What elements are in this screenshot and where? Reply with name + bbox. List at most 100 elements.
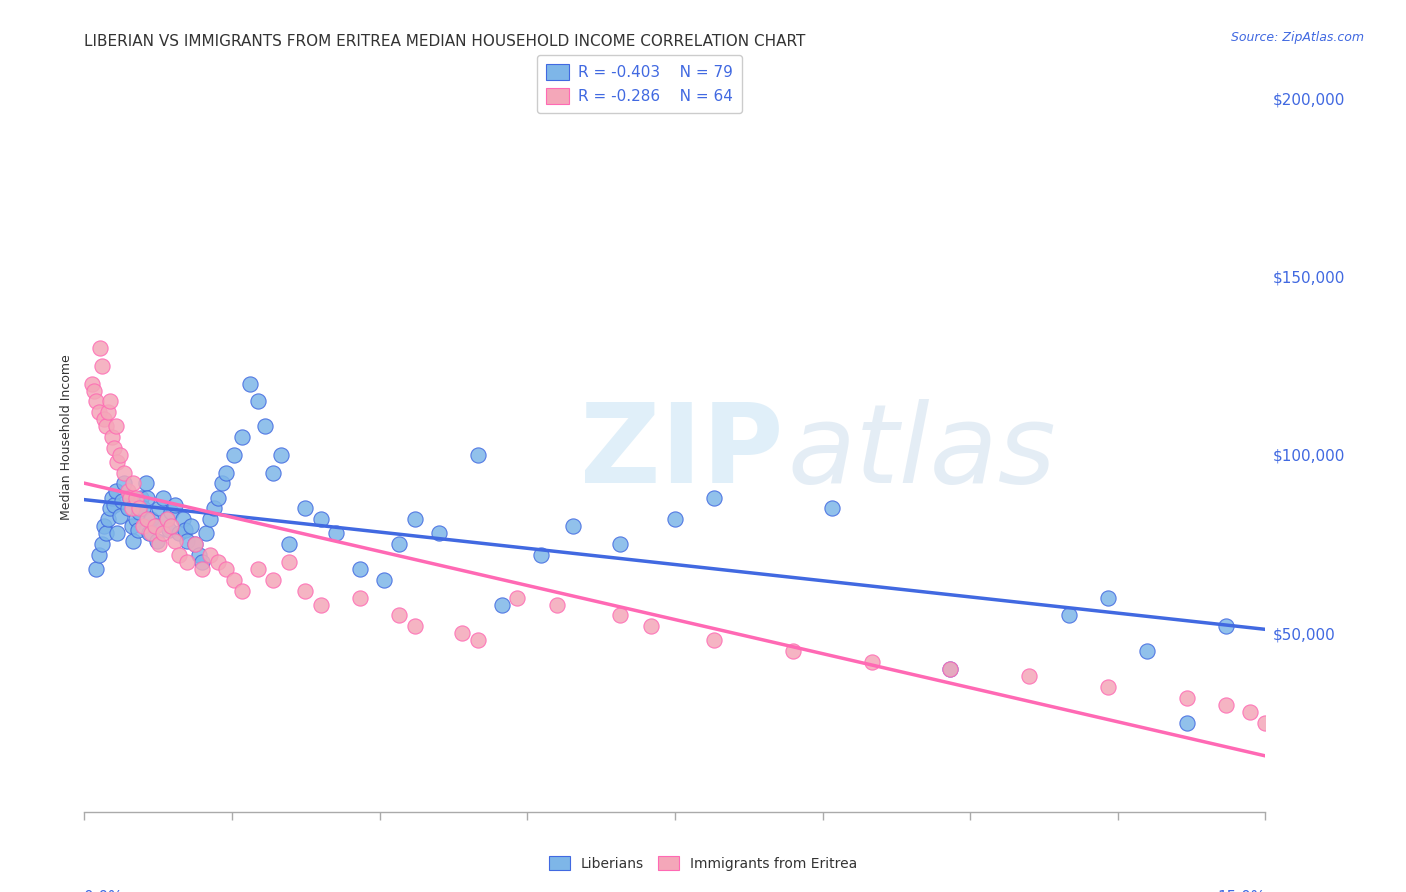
Point (1239, 705, 1261, 719)
Point (101, 491, 124, 505)
Point (93, 412, 115, 426)
Point (325, 526, 347, 541)
Point (117, 501, 139, 516)
Point (160, 505, 183, 519)
Point (135, 476, 157, 491)
Point (146, 533, 169, 548)
Point (128, 505, 150, 519)
Point (167, 548, 190, 562)
Point (97, 512, 120, 526)
Point (121, 501, 143, 516)
Point (156, 512, 179, 526)
Point (96, 419, 118, 434)
Point (157, 523, 180, 537)
Point (132, 519, 155, 533)
Point (467, 633, 489, 648)
Point (1215, 619, 1237, 633)
Point (211, 476, 233, 491)
Point (129, 491, 152, 505)
Point (1097, 680, 1119, 694)
Point (136, 491, 159, 505)
Point (141, 512, 163, 526)
Legend: Liberians, Immigrants from Eritrea: Liberians, Immigrants from Eritrea (543, 850, 863, 876)
Point (349, 562, 371, 576)
Point (491, 598, 513, 612)
Legend: R = -0.403    N = 79, R = -0.286    N = 64: R = -0.403 N = 79, R = -0.286 N = 64 (537, 55, 742, 113)
Point (278, 555, 301, 569)
Point (89, 341, 111, 355)
Point (87, 405, 110, 419)
Point (561, 519, 583, 533)
Point (118, 491, 141, 505)
Point (124, 491, 146, 505)
Point (176, 555, 198, 569)
Point (530, 548, 553, 562)
Point (167, 526, 190, 541)
Point (108, 508, 131, 523)
Point (231, 583, 253, 598)
Point (231, 430, 253, 444)
Point (1097, 591, 1119, 605)
Point (202, 501, 225, 516)
Point (703, 633, 725, 648)
Point (103, 498, 125, 512)
Point (143, 519, 166, 533)
Point (262, 466, 284, 480)
Point (103, 441, 125, 455)
Point (640, 619, 662, 633)
Point (152, 491, 174, 505)
Point (1136, 644, 1159, 658)
Point (294, 583, 316, 598)
Point (152, 526, 174, 541)
Point (782, 644, 804, 658)
Text: 15.0%: 15.0% (1218, 890, 1265, 892)
Point (101, 430, 124, 444)
Point (860, 655, 883, 669)
Point (467, 448, 489, 462)
Point (87, 548, 110, 562)
Point (254, 419, 277, 434)
Point (404, 619, 426, 633)
Point (183, 537, 205, 551)
Point (160, 519, 183, 533)
Point (148, 501, 170, 516)
Point (278, 537, 301, 551)
Point (215, 466, 238, 480)
Point (97, 405, 120, 419)
Point (104, 483, 127, 498)
Point (609, 608, 631, 623)
Point (136, 512, 159, 526)
Point (1175, 715, 1198, 730)
Point (270, 448, 292, 462)
Text: 0.0%: 0.0% (84, 890, 124, 892)
Point (90, 359, 112, 373)
Point (451, 626, 474, 640)
Point (90, 537, 112, 551)
Point (112, 466, 135, 480)
Point (183, 537, 205, 551)
Point (121, 519, 143, 533)
Point (93, 519, 115, 533)
Point (388, 608, 411, 623)
Point (239, 376, 262, 391)
Point (98, 394, 121, 409)
Point (163, 533, 186, 548)
Point (939, 662, 962, 676)
Point (200, 548, 222, 562)
Point (84, 394, 107, 409)
Point (262, 573, 284, 587)
Point (156, 512, 179, 526)
Point (111, 494, 134, 508)
Point (1057, 608, 1080, 623)
Point (108, 448, 131, 462)
Point (703, 491, 725, 505)
Point (207, 491, 229, 505)
Point (388, 537, 411, 551)
Point (118, 491, 141, 505)
Point (207, 555, 229, 569)
Point (309, 598, 332, 612)
Point (141, 526, 163, 541)
Point (200, 512, 222, 526)
Point (83, 384, 105, 398)
Point (107, 526, 129, 541)
